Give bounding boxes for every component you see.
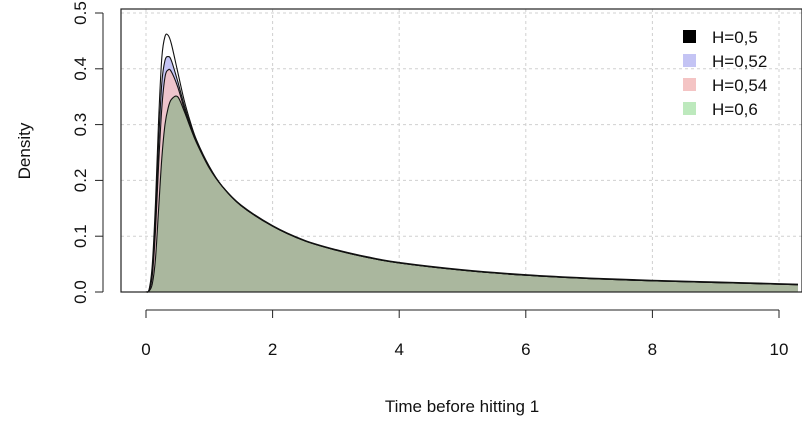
x-axis: 0 2 4 6 8 10 [141,309,789,359]
legend-label: H=0,6 [712,100,758,119]
legend-label: H=0,52 [712,52,767,71]
x-tick-label: 6 [521,340,530,359]
x-tick-label: 2 [268,340,277,359]
legend-swatch [683,78,696,91]
y-tick-label: 0.5 [71,1,90,25]
legend-label: H=0,5 [712,28,758,47]
legend-swatch [683,102,696,115]
y-tick-label: 0.1 [71,224,90,248]
y-tick-label: 0.3 [71,113,90,137]
x-tick-label: 0 [141,340,150,359]
plot-frame [120,8,802,293]
y-tick-label: 0.4 [71,57,90,81]
legend-label: H=0,54 [712,76,767,95]
curve-series-4 [145,95,799,293]
x-tick-label: 4 [394,340,403,359]
density-areas [146,56,798,293]
density-curves [145,33,799,293]
x-tick-label: 8 [648,340,657,359]
legend-swatch [683,30,696,43]
y-tick-label: 0.2 [71,169,90,193]
x-tick-label: 10 [770,340,789,359]
y-tick-label: 0.0 [71,280,90,304]
legend-swatch [683,54,696,67]
y-axis-label: Density [15,122,34,179]
y-axis: 0.0 0.1 0.2 0.3 0.4 0.5 [71,1,104,304]
overlap-area [146,96,798,292]
x-axis-label: Time before hitting 1 [385,397,539,416]
legend: H=0,5 H=0,52 H=0,54 H=0,6 [683,28,767,119]
